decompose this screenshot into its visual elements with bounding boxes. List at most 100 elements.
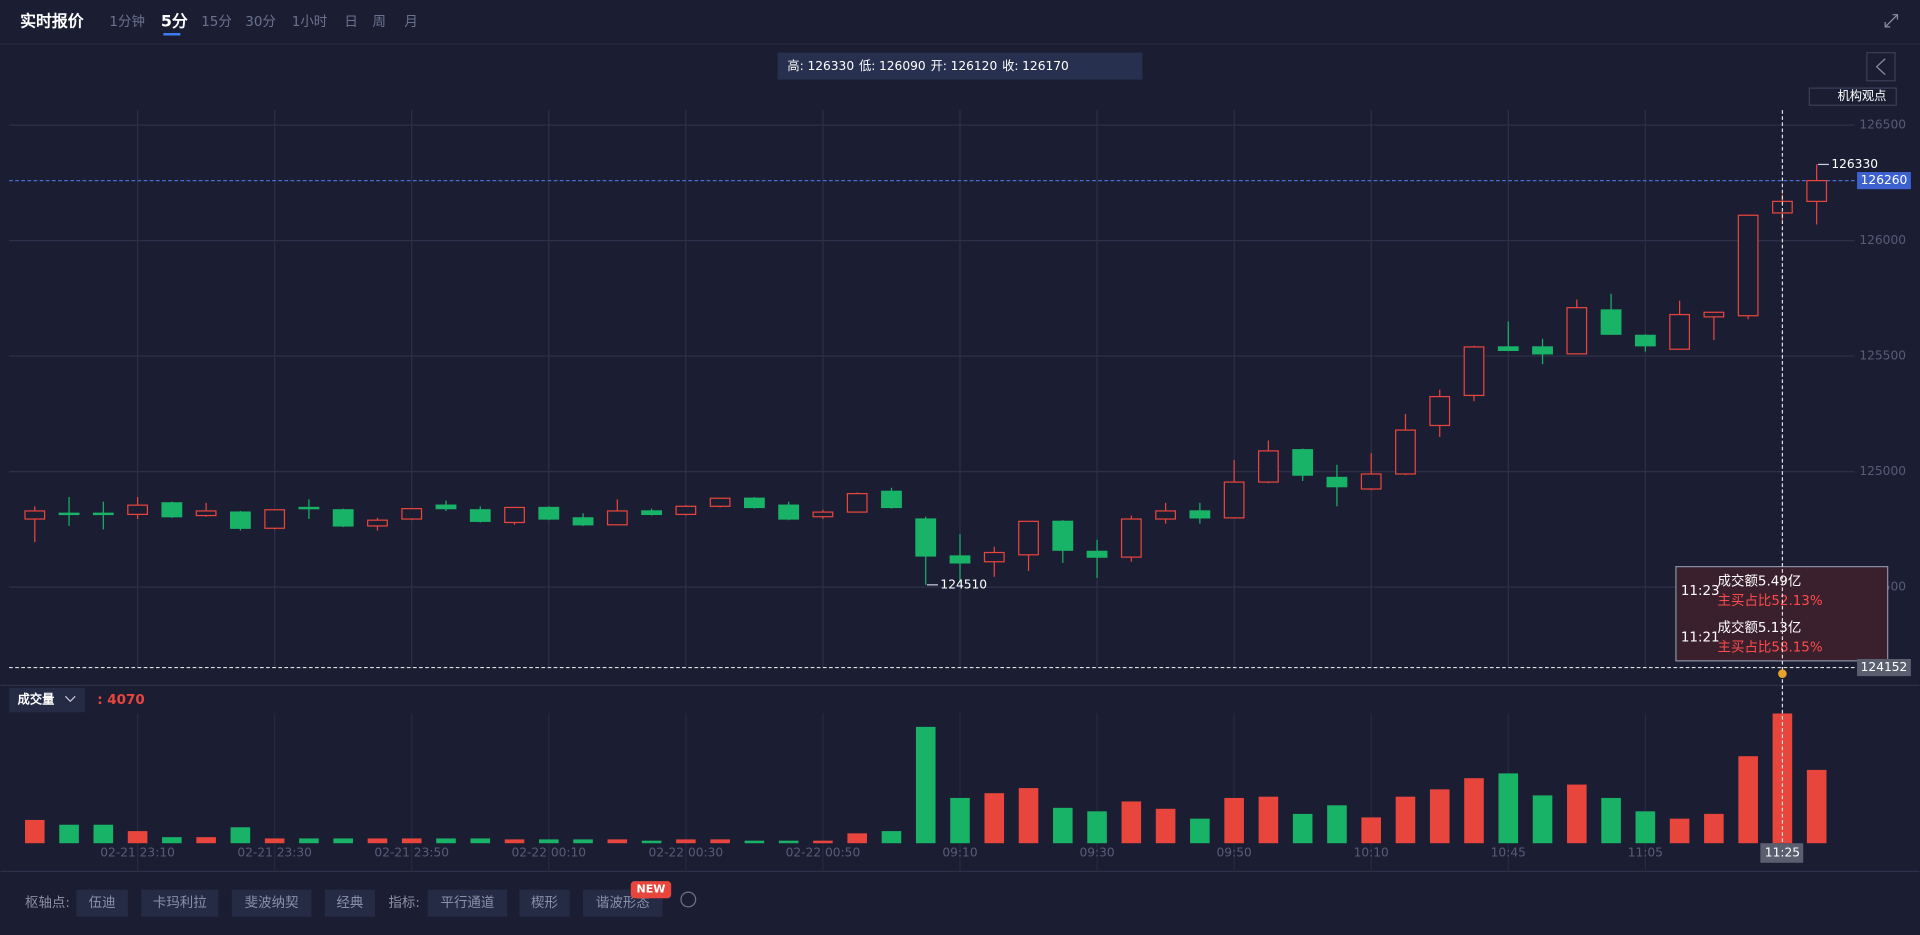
tab[interactable]: 1小时 xyxy=(292,14,327,30)
candle-body xyxy=(92,512,114,516)
candle-body xyxy=(1326,476,1348,488)
collapse-icon[interactable] xyxy=(1884,14,1899,28)
toolbar-button-label[interactable]: 平行通道 xyxy=(441,895,495,911)
candle-body xyxy=(1120,518,1142,558)
toolbar-button-label[interactable]: 伍迪 xyxy=(89,895,116,911)
candle-body xyxy=(1292,449,1314,476)
tab[interactable]: 15分 xyxy=(201,14,232,30)
tab[interactable]: 月 xyxy=(404,15,417,30)
tooltip-ratio: 主买占比52.13% xyxy=(1718,593,1823,609)
volume-bar xyxy=(607,839,628,844)
candle-body xyxy=(709,497,731,507)
low-mark-label: 124510 xyxy=(940,577,987,591)
crosshair-time-box xyxy=(1760,843,1804,863)
volume-bar xyxy=(1224,797,1244,844)
info-label: 高: xyxy=(787,58,803,73)
volume-bar xyxy=(1601,797,1621,844)
candle-body xyxy=(1600,309,1622,335)
y-tick-label: 126000 xyxy=(1859,233,1906,247)
x-tick-label: 02-22 00:10 xyxy=(511,846,586,860)
volume-bar xyxy=(1395,796,1416,844)
candle-body xyxy=(367,519,388,527)
toolbar-button-label[interactable]: 谐波形态 xyxy=(596,895,650,911)
candle-body xyxy=(881,490,902,509)
last-price-label: 126260 xyxy=(1861,173,1908,187)
volume-bar xyxy=(1155,808,1176,844)
volume-bar xyxy=(950,797,970,844)
candle-body xyxy=(1052,520,1074,551)
side-button-label[interactable]: 机构观点 xyxy=(1837,88,1886,103)
toolbar-button[interactable] xyxy=(427,889,508,917)
toolbar-button[interactable] xyxy=(76,889,128,917)
candle-body xyxy=(58,512,80,516)
toolbar-button-label[interactable]: 楔形 xyxy=(531,895,558,911)
tab[interactable]: 1分钟 xyxy=(109,13,144,30)
candle-body xyxy=(229,511,251,529)
toolbar-button[interactable] xyxy=(231,889,312,917)
toolbar-button[interactable] xyxy=(141,889,219,917)
crosshair-time-label: 11:25 xyxy=(1765,846,1800,860)
tab[interactable]: 日 xyxy=(344,15,357,30)
candle-body xyxy=(469,509,491,522)
volume-bar xyxy=(915,726,936,844)
x-tick-label: 10:45 xyxy=(1491,846,1526,860)
tooltip-time: 11:23 xyxy=(1681,584,1720,599)
candle-body xyxy=(435,504,457,510)
candle-body xyxy=(24,510,46,520)
toolbar-button-label[interactable]: 经典 xyxy=(336,895,363,911)
candle-body xyxy=(504,506,525,524)
chevron-icon xyxy=(1875,58,1886,76)
side-toggle[interactable] xyxy=(1866,52,1896,82)
volume-bar xyxy=(1190,818,1210,844)
x-tick-label: 02-21 23:50 xyxy=(374,846,449,860)
info-value: 126330 xyxy=(807,59,854,73)
toolbar-button[interactable] xyxy=(519,889,570,917)
toolbar-button-label[interactable]: 斐波纳契 xyxy=(245,895,299,911)
info-text: 高: 126330 低: 126090 开: 126120 收: 126170 xyxy=(787,58,1068,73)
x-tick-label: 09:30 xyxy=(1079,846,1114,860)
volume-bar xyxy=(367,838,388,844)
help-icon[interactable] xyxy=(680,891,697,908)
x-tick-label: 02-22 00:30 xyxy=(649,846,724,860)
volume-bar xyxy=(1429,789,1450,844)
candle-body xyxy=(1360,473,1382,490)
x-tick-label: 02-21 23:10 xyxy=(100,846,175,860)
volume-bar xyxy=(1464,778,1484,844)
candle-body xyxy=(572,517,594,526)
new-badge xyxy=(630,881,672,899)
candle-body xyxy=(1532,346,1553,355)
tab[interactable]: 30分 xyxy=(245,14,276,30)
volume-title[interactable]: 成交量 xyxy=(18,692,55,707)
volume-bar xyxy=(778,840,799,844)
tab[interactable]: 5分 xyxy=(161,12,188,31)
candle-body xyxy=(983,551,1005,563)
toolbar-button-label[interactable]: 卡玛利拉 xyxy=(153,895,207,911)
y-tick-label: 126500 xyxy=(1859,118,1906,132)
toolbar-button[interactable] xyxy=(324,889,376,917)
candle-body xyxy=(1429,395,1451,427)
high-mark-label: 126330 xyxy=(1831,157,1878,171)
x-tick-label: 11:05 xyxy=(1628,846,1663,860)
tab[interactable]: 周 xyxy=(373,15,386,30)
volume-bar xyxy=(1327,805,1347,844)
info-box xyxy=(777,52,1143,80)
volume-bar xyxy=(710,839,730,844)
volume-bar xyxy=(264,838,285,844)
candle-body xyxy=(1566,307,1588,355)
tabs: 1分钟 5分 15分 30分 1小时 日 周 月 xyxy=(109,12,418,36)
last-price-box xyxy=(1857,172,1911,190)
tooltip-ratio: 主买占比58.15% xyxy=(1718,639,1823,655)
volume-bar xyxy=(676,839,696,844)
info-value: 126120 xyxy=(951,59,998,73)
candle-body xyxy=(915,518,937,557)
candle-body xyxy=(332,509,354,527)
new-badge-label: NEW xyxy=(637,883,666,896)
candle-body xyxy=(1018,520,1039,556)
info-label: 收: xyxy=(1002,59,1018,73)
candle-body xyxy=(1634,334,1656,347)
side-button[interactable] xyxy=(1808,87,1897,106)
volume-bar xyxy=(813,840,833,844)
tooltip-time: 11:21 xyxy=(1681,631,1720,646)
